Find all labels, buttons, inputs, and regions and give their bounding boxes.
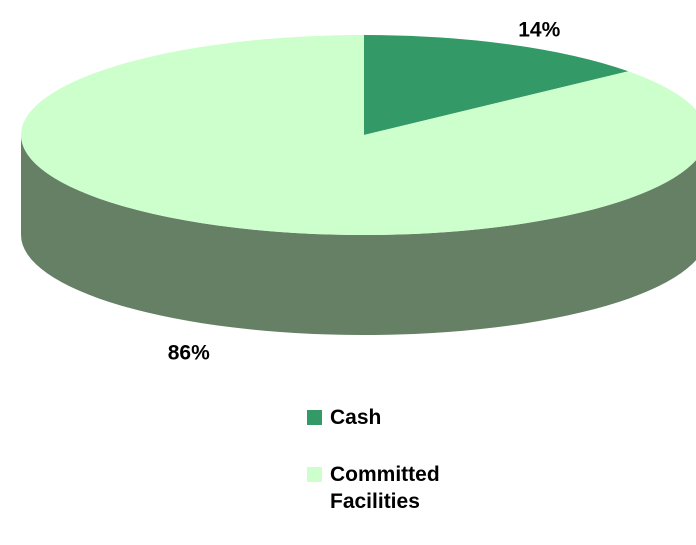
legend-item: Committed Facilities (307, 461, 507, 515)
pie-slice (364, 35, 629, 135)
data-label: 14% (518, 18, 560, 41)
pie-slice (21, 35, 696, 235)
data-label: 86% (168, 342, 210, 365)
legend-swatch (307, 410, 322, 425)
legend-label: Cash (330, 406, 382, 429)
legend: Cash Committed Facilities (307, 404, 507, 545)
legend-label: Committed Facilities (330, 463, 440, 513)
legend-swatch (307, 467, 322, 482)
legend-item: Cash (307, 404, 507, 431)
chart: 14% 86% (21, 18, 696, 365)
pie-side (21, 135, 696, 335)
